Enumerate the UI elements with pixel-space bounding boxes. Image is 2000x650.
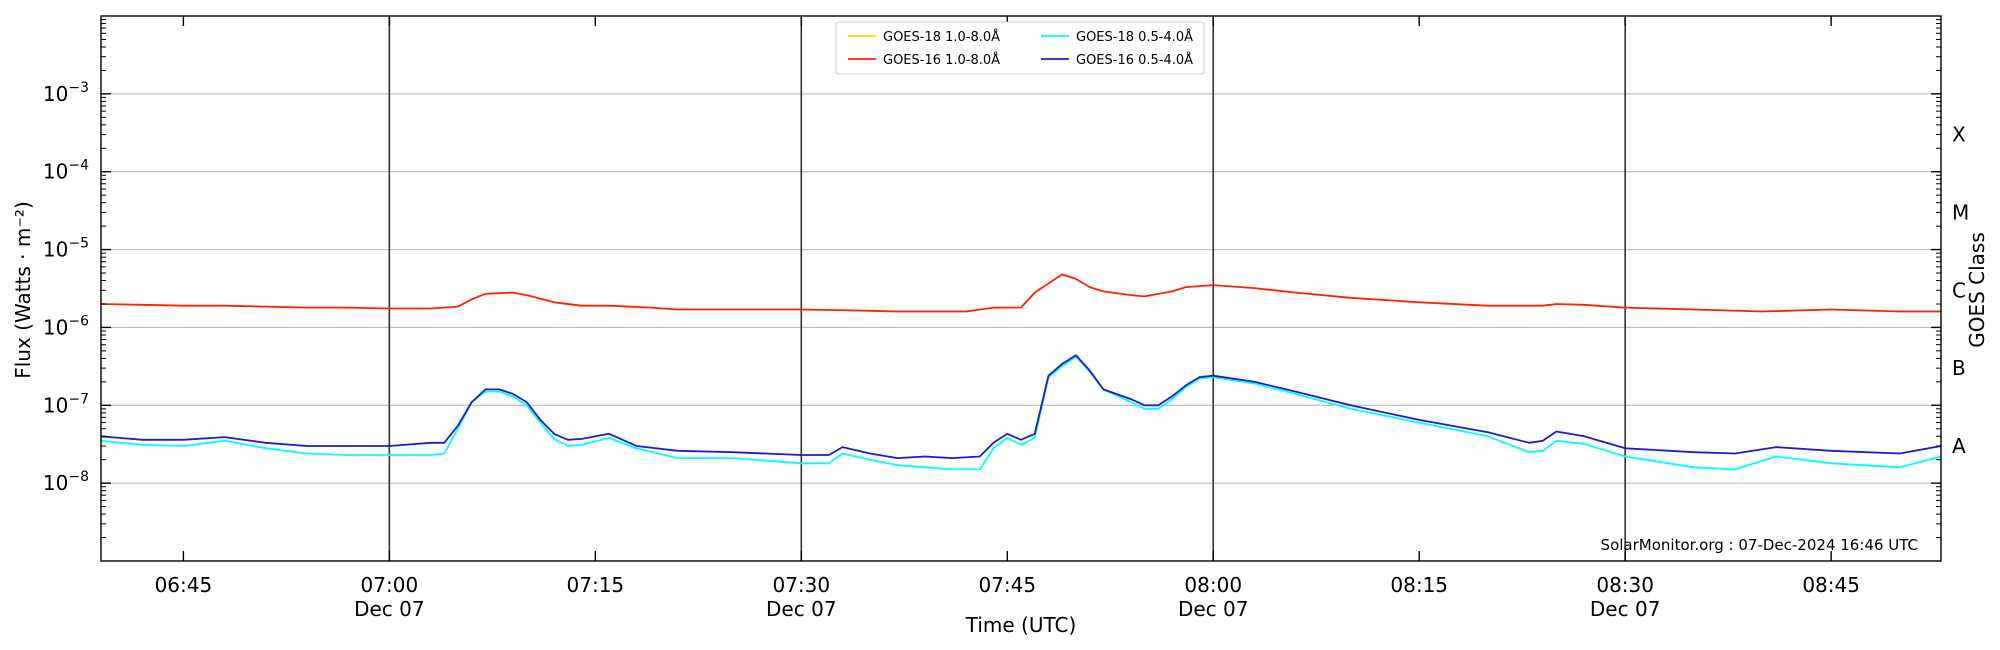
x-tick-label: 07:30 <box>772 573 830 597</box>
y-tick-label: 10−4 <box>43 158 89 184</box>
day-marker-lines <box>388 16 1626 561</box>
y-tick-label: 10−5 <box>43 236 89 262</box>
goes-class-labels: A B C M X <box>1952 123 1969 458</box>
plot-background <box>101 16 1941 561</box>
goes-class-x: X <box>1952 123 1966 147</box>
y-axis-ticks: 10−8 10−7 10−6 10−5 10−4 10−3 <box>43 19 1941 539</box>
x-tick-label: 08:45 <box>1802 573 1860 597</box>
series-line-3 <box>100 354 1942 460</box>
legend-box <box>835 21 1205 75</box>
x-axis-label: Time (UTC) <box>965 613 1077 637</box>
x-tick-label: 08:00 <box>1184 573 1242 597</box>
goes-class-axis-label: GOES Class <box>1965 232 1989 348</box>
legend-label-0: GOES-18 1.0-8.0Å <box>883 29 1000 45</box>
x-tick-label: 08:30 <box>1596 573 1654 597</box>
legend: GOES-18 1.0-8.0Å GOES-16 1.0-8.0Å GOES-18 … <box>835 21 1205 75</box>
x-tick-label: 08:15 <box>1390 573 1448 597</box>
x-tick-date-label: Dec 07 <box>1178 597 1249 621</box>
x-tick-label: 07:00 <box>361 573 419 597</box>
x-tick-date-label: Dec 07 <box>354 597 425 621</box>
y-axis-label: Flux (Watts · m⁻²) <box>11 201 35 379</box>
credit-text: SolarMonitor.org : 07-Dec-2024 16:46 UTC <box>1601 536 1918 554</box>
y-tick-label: 10−6 <box>43 313 89 339</box>
goes-class-a: A <box>1952 434 1966 458</box>
x-tick-date-label: Dec 07 <box>1590 597 1661 621</box>
x-tick-date-label: Dec 07 <box>766 597 837 621</box>
series-line-1 <box>100 273 1941 313</box>
y-tick-label: 10−7 <box>43 391 89 417</box>
legend-label-1: GOES-16 1.0-8.0Å <box>883 52 1000 68</box>
legend-label-3: GOES-16 0.5-4.0Å <box>1076 52 1193 68</box>
x-tick-label: 06:45 <box>155 573 213 597</box>
goes-class-b: B <box>1952 356 1966 380</box>
x-tick-label: 07:15 <box>567 573 625 597</box>
y-tick-label: 10−3 <box>43 80 89 106</box>
goes-class-m: M <box>1952 200 1969 224</box>
x-tick-label: 07:45 <box>978 573 1036 597</box>
legend-label-2: GOES-18 0.5-4.0Å <box>1076 29 1193 45</box>
goes-class-c: C <box>1952 278 1966 302</box>
y-tick-label: 10−8 <box>43 469 89 495</box>
plot-frame <box>100 15 1942 562</box>
gridlines <box>101 93 1941 484</box>
data-series <box>100 273 1942 471</box>
